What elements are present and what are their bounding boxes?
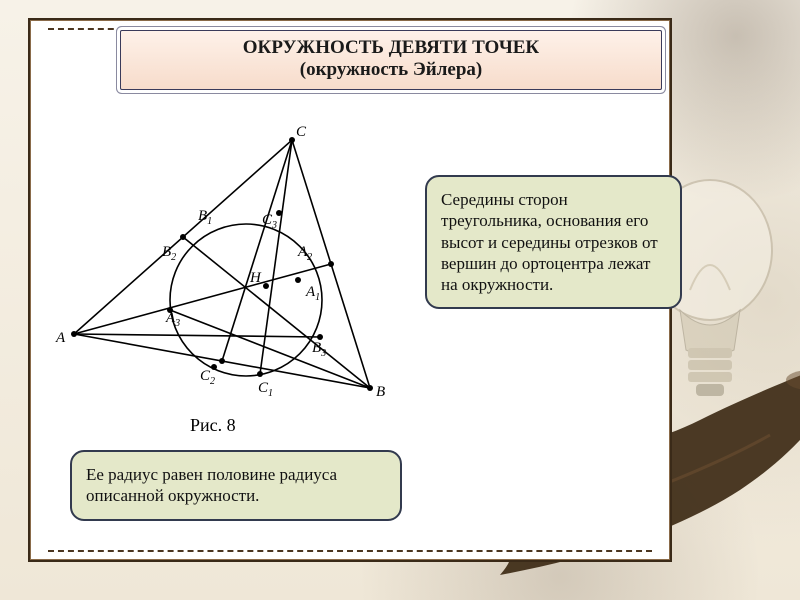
title-box: ОКРУЖНОСТЬ ДЕВЯТИ ТОЧЕК (окружность Эйле… [120, 30, 662, 90]
svg-text:C2: C2 [200, 368, 215, 387]
callout-secondary: Ее радиус равен половине радиуса описанн… [70, 450, 402, 521]
svg-text:A1: A1 [305, 284, 320, 303]
svg-text:A: A [55, 330, 66, 346]
svg-text:A2: A2 [297, 244, 312, 263]
divider-bottom [48, 550, 652, 552]
slide-stage: ОКРУЖНОСТЬ ДЕВЯТИ ТОЧЕК (окружность Эйле… [0, 0, 800, 600]
svg-text:B3: B3 [312, 340, 326, 359]
svg-text:B1: B1 [198, 208, 212, 227]
title-line-2: (окружность Эйлера) [131, 59, 651, 81]
svg-text:H: H [249, 270, 262, 286]
callout-main: Середины сторон треугольника, основания … [425, 175, 682, 309]
title-line-1: ОКРУЖНОСТЬ ДЕВЯТИ ТОЧЕК [131, 37, 651, 59]
svg-text:B2: B2 [162, 244, 176, 263]
svg-text:B: B [376, 384, 385, 400]
svg-text:C1: C1 [258, 380, 273, 399]
diagram: A B C H A1 A2 A3 B1 B2 B3 C1 C2 C3 [50, 120, 410, 430]
figure-caption: Рис. 8 [190, 415, 236, 436]
svg-text:C: C [296, 124, 307, 140]
content-panel: ОКРУЖНОСТЬ ДЕВЯТИ ТОЧЕК (окружность Эйле… [28, 18, 672, 562]
